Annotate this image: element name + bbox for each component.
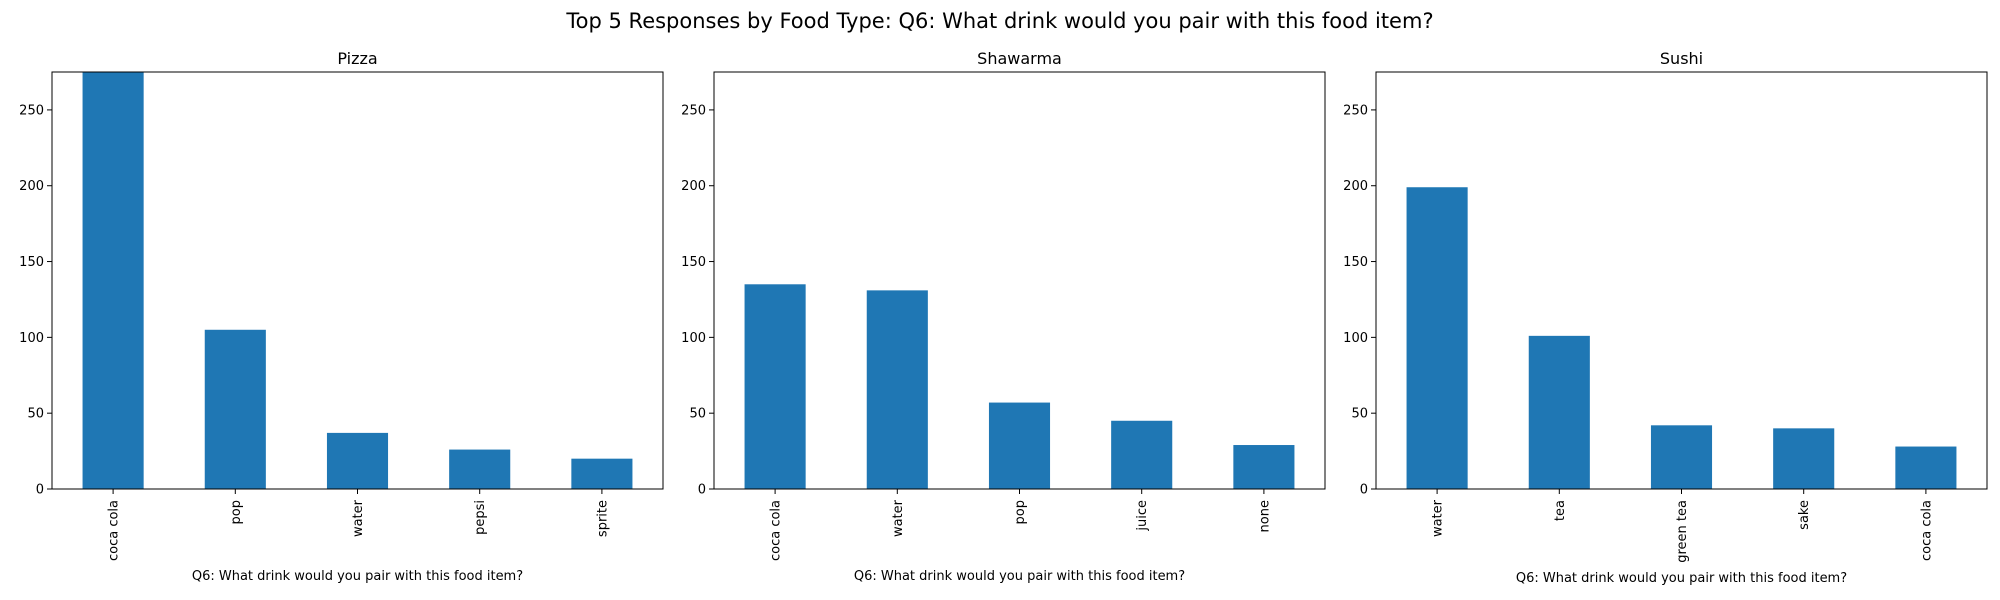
y-tick-label: 200 xyxy=(1343,179,1368,194)
x-tick-label: none xyxy=(1257,500,1272,532)
y-tick-label: 150 xyxy=(1343,255,1368,270)
bar xyxy=(449,449,511,489)
x-tick-label: coca cola xyxy=(769,500,784,561)
bar xyxy=(1406,187,1468,490)
bar xyxy=(1650,425,1713,489)
subplot-shawarma: 0 50 100 150 200 250 coca cola water pop juice non… xyxy=(681,49,1326,584)
y-tick-label: 150 xyxy=(19,255,44,270)
subplot-pizza: 0 50 100 150 200 250 coca cola pop water pepsi spr… xyxy=(19,49,664,584)
bar xyxy=(1528,335,1590,489)
bar xyxy=(571,458,633,489)
figure-title: Top 5 Responses by Food Type: Q6: What d… xyxy=(565,9,1433,33)
bar xyxy=(204,329,266,489)
y-tick-label: 50 xyxy=(27,407,44,422)
subplot-title: Shawarma xyxy=(977,49,1062,68)
y-tick-label: 250 xyxy=(681,103,706,118)
x-tick-label: tea xyxy=(1553,500,1568,521)
x-tick-label: coca cola xyxy=(1919,500,1934,561)
bar xyxy=(1773,428,1835,489)
y-tick-label: 100 xyxy=(681,331,706,346)
y-tick-label: 100 xyxy=(1343,331,1368,346)
subplots: 0 50 100 150 200 250 coca cola pop water pepsi spr… xyxy=(19,49,1988,586)
y-tick-label: 200 xyxy=(681,179,706,194)
bar xyxy=(326,432,389,489)
y-tick-label: 0 xyxy=(36,483,44,498)
bar xyxy=(866,290,928,489)
x-tick-label: water xyxy=(351,499,366,537)
subplot-sushi: 0 50 100 150 200 250 water tea green tea sake coca… xyxy=(1343,49,1988,586)
bar xyxy=(1895,446,1957,489)
subplot-title: Pizza xyxy=(337,49,377,68)
y-tick-label: 150 xyxy=(681,255,706,270)
x-tick-label: green tea xyxy=(1675,500,1690,563)
y-tick-label: 250 xyxy=(19,103,44,118)
x-axis-label: Q6: What drink would you pair with this … xyxy=(854,569,1185,584)
x-tick-label: water xyxy=(1431,499,1446,537)
x-tick-label: pop xyxy=(1013,500,1028,524)
bar xyxy=(744,284,806,489)
y-tick-label: 200 xyxy=(19,179,44,194)
x-tick-label: sake xyxy=(1797,500,1812,530)
x-tick-label: coca cola xyxy=(107,500,122,561)
y-tick-label: 50 xyxy=(1351,407,1368,422)
bar xyxy=(82,72,144,489)
bar xyxy=(988,402,1051,489)
x-tick-label: pepsi xyxy=(473,500,488,535)
x-tick-label: pop xyxy=(229,500,244,524)
y-tick-label: 100 xyxy=(19,331,44,346)
x-tick-label: juice xyxy=(1135,500,1150,532)
y-tick-label: 250 xyxy=(1343,103,1368,118)
x-tick-label: sprite xyxy=(595,500,610,537)
x-axis-label: Q6: What drink would you pair with this … xyxy=(1516,571,1847,586)
subplot-title: Sushi xyxy=(1660,49,1703,68)
bar xyxy=(1233,445,1295,489)
bar xyxy=(1111,420,1173,489)
y-tick-label: 0 xyxy=(698,483,706,498)
y-tick-label: 50 xyxy=(689,407,706,422)
y-tick-label: 0 xyxy=(1360,483,1368,498)
x-tick-label: water xyxy=(891,499,906,537)
x-axis-label: Q6: What drink would you pair with this … xyxy=(192,569,523,584)
